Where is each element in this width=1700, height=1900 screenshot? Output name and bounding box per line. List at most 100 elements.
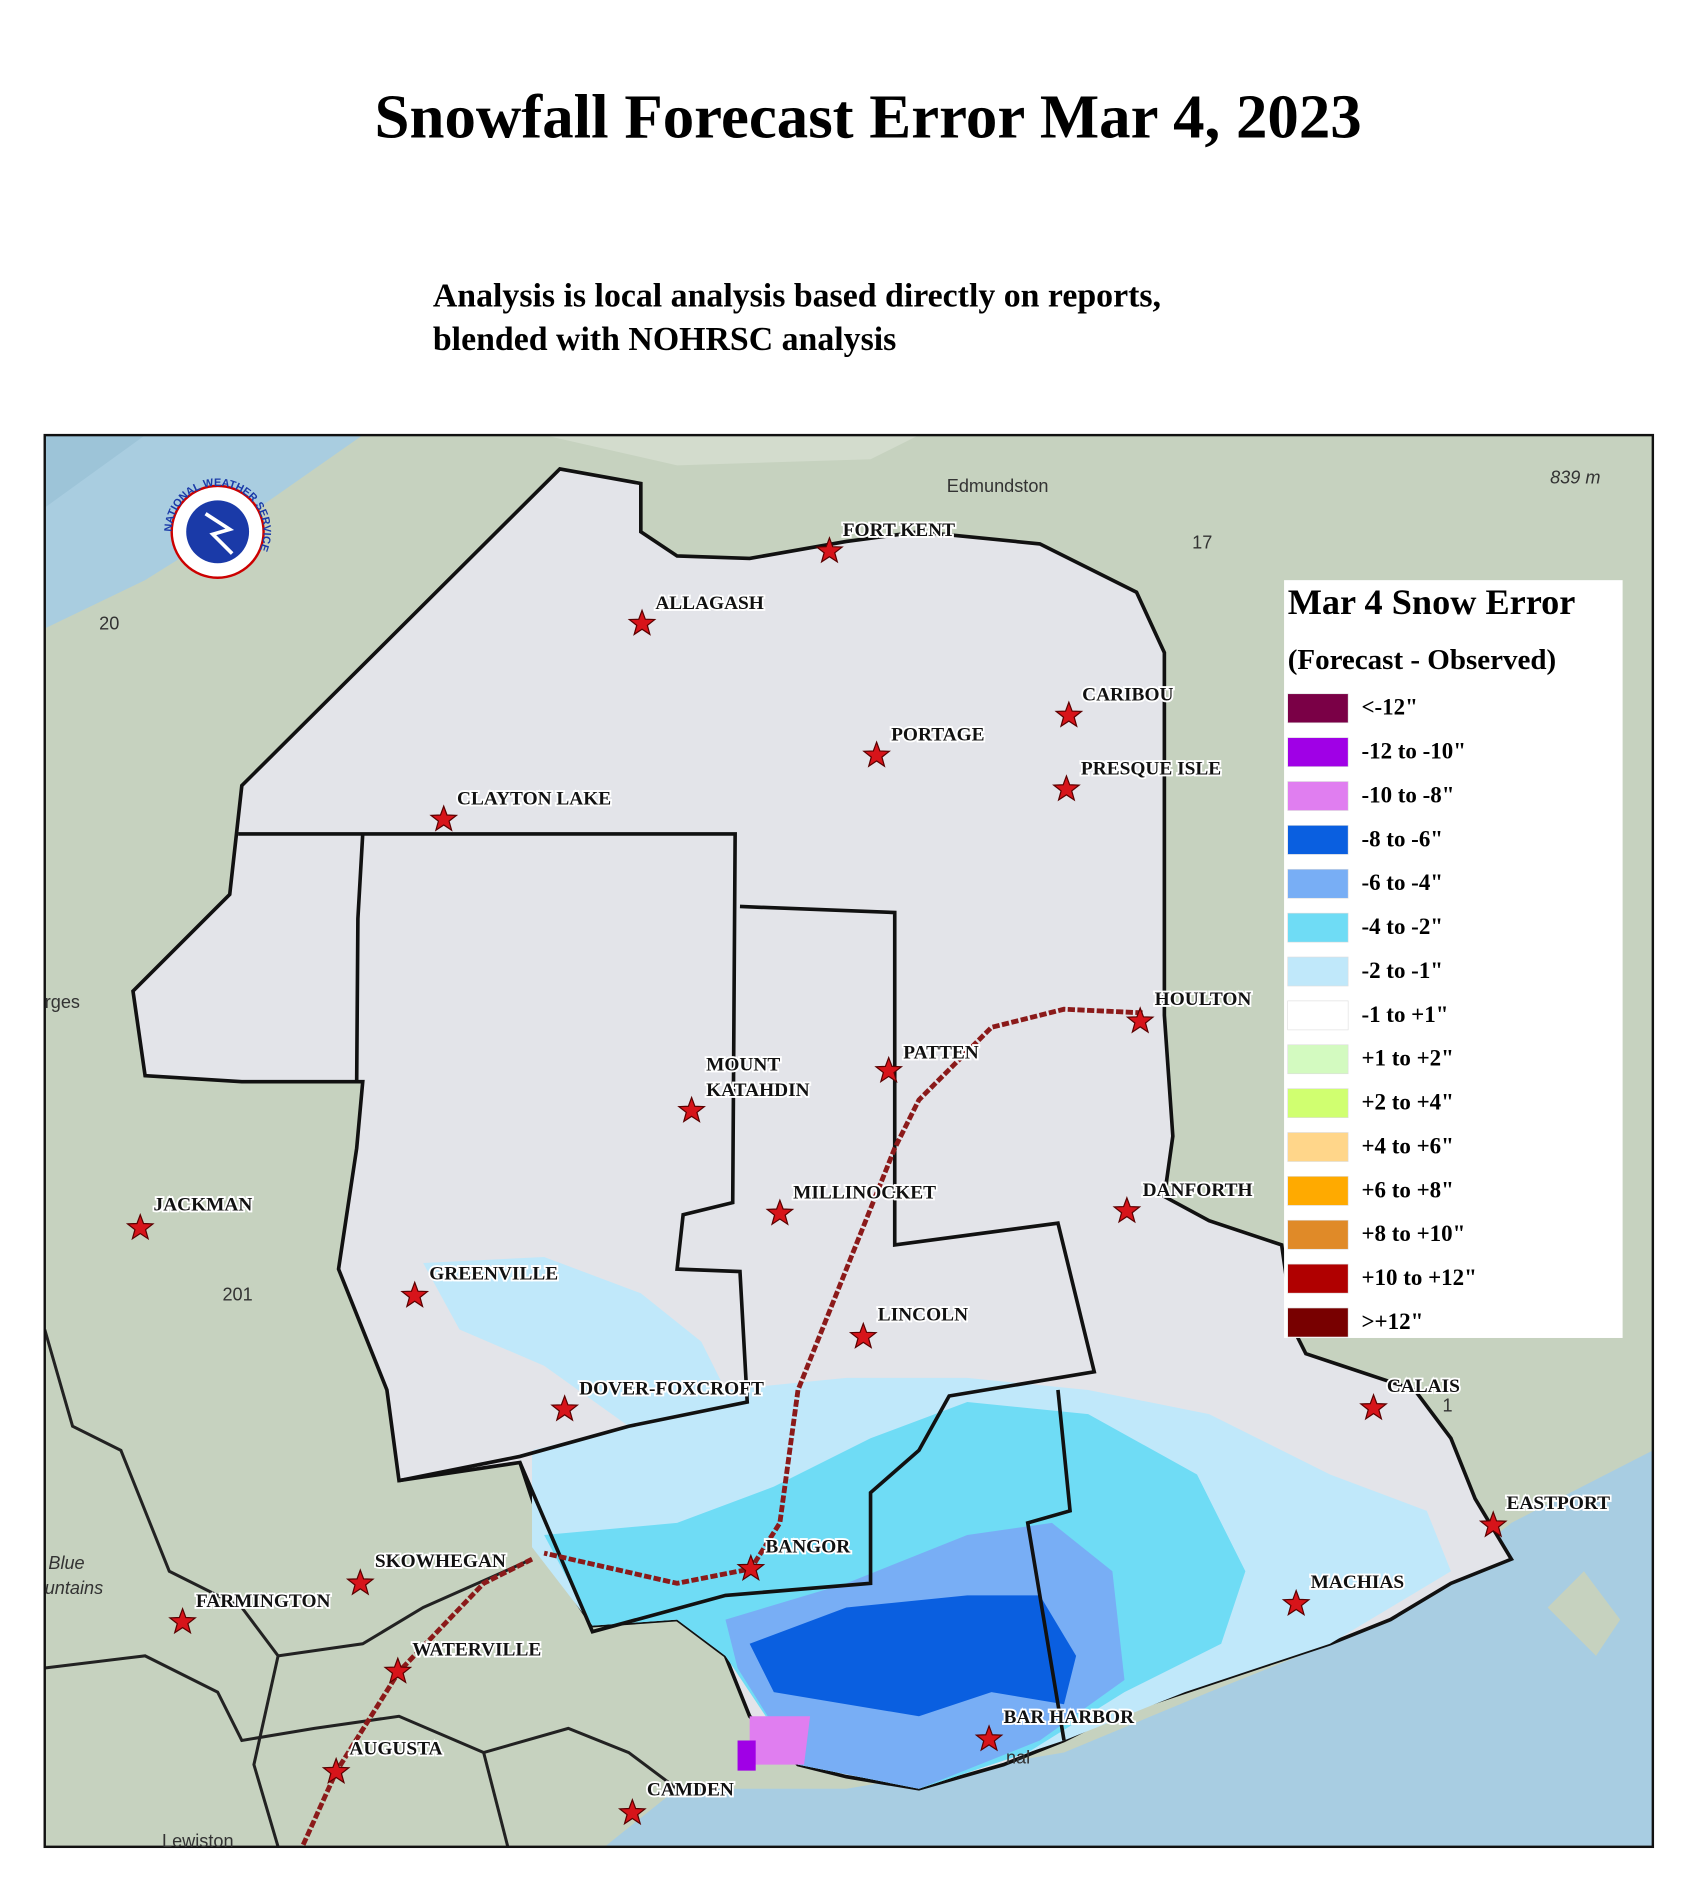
basemap-label: untains: [45, 1578, 103, 1598]
legend-label: +2 to +4": [1361, 1090, 1453, 1115]
legend-swatch: [1287, 1307, 1349, 1338]
city-label: BANGOR: [765, 1537, 851, 1558]
city-marker: [974, 1724, 1004, 1752]
legend-swatch: [1287, 956, 1349, 987]
basemap-label: Blue: [48, 1553, 84, 1573]
city-label: JACKMAN: [154, 1195, 253, 1216]
city-label: BAR HARBOR: [1004, 1707, 1136, 1728]
city-marker: [400, 1280, 430, 1308]
city-marker: [345, 1568, 375, 1596]
city-label: MOUNT: [706, 1054, 780, 1075]
logo-bolt: [204, 512, 235, 555]
error-region: [749, 1595, 1077, 1717]
basemap-label: 839 m: [1550, 467, 1600, 487]
legend-subtitle: (Forecast - Observed): [1288, 644, 1556, 676]
city-marker: [1359, 1393, 1388, 1421]
water: [44, 435, 146, 508]
basemap-labels: Edmundston 839 m 17 20 rges 201 Blue untains 1 Le…: [45, 467, 1601, 1850]
legend-swatch: [1287, 1000, 1349, 1031]
city-label: CLAYTON LAKE: [457, 789, 611, 810]
legend-label: -6 to -4": [1361, 870, 1443, 895]
city-label: LINCOLN: [878, 1305, 968, 1326]
legend-swatch: [1287, 825, 1349, 855]
city-label: DOVER-FOXCROFT: [579, 1378, 764, 1399]
error-region: [749, 1716, 811, 1765]
city-label: MILLINOCKET: [793, 1183, 936, 1204]
outer-county-lines: [44, 1329, 679, 1847]
city-label: FARMINGTON: [196, 1591, 331, 1612]
legend-label: +1 to +2": [1361, 1046, 1453, 1071]
city-marker: [1281, 1588, 1311, 1617]
city-marker: [429, 804, 459, 832]
legend-label: >+12": [1361, 1309, 1423, 1334]
basemap-label: 20: [99, 614, 119, 634]
legend-label: +8 to +10": [1361, 1221, 1465, 1246]
city-label: FORT KENT: [843, 520, 955, 541]
basemap-label: rges: [45, 992, 80, 1012]
basemap-label: Lewiston: [162, 1831, 234, 1851]
basemap-label: 1: [1442, 1396, 1452, 1416]
legend-swatch: [1287, 1088, 1349, 1118]
basemap-label: 17: [1192, 533, 1212, 553]
basemap-label: nal: [1006, 1747, 1030, 1767]
city-marker: [815, 536, 844, 564]
island: [1547, 1571, 1621, 1656]
legend-swatch: [1287, 912, 1349, 943]
city-label: PRESQUE ISLE: [1081, 758, 1221, 779]
land-shade: [544, 435, 919, 466]
city-label: DANFORTH: [1143, 1180, 1253, 1201]
legend-label: -8 to -6": [1361, 826, 1443, 851]
legend-label: -1 to +1": [1361, 1002, 1448, 1027]
city-marker: [125, 1212, 155, 1241]
city-label: AUGUSTA: [349, 1739, 442, 1760]
city-marker: [383, 1656, 413, 1684]
city-label: MACHIAS: [1311, 1572, 1404, 1593]
basemap-label: Edmundston: [947, 476, 1049, 496]
city-marker: [1052, 774, 1081, 802]
highway: [543, 1006, 1143, 1586]
legend-label: -12 to -10": [1361, 739, 1466, 764]
city-marker: [874, 1055, 904, 1084]
legend-label: -10 to -8": [1361, 782, 1454, 807]
city-label: SKOWHEGAN: [375, 1551, 506, 1572]
city-label: PATTEN: [903, 1042, 979, 1063]
legend-label: +6 to +8": [1361, 1177, 1453, 1202]
city-marker: [627, 608, 657, 636]
legend-label: <-12": [1361, 695, 1417, 720]
city-label: CALAIS: [1387, 1376, 1460, 1397]
legend-label: +4 to +6": [1361, 1133, 1453, 1158]
city-marker: [862, 740, 891, 768]
city-label: CAMDEN: [647, 1780, 734, 1801]
title: Snowfall Forecast Error Mar 4, 2023: [375, 82, 1362, 152]
legend-items: <-12" -12 to -10" -10 to -8" -8 to -6" -6 to…: [1287, 693, 1477, 1338]
basemap-label: 201: [222, 1284, 252, 1304]
city-marker: [618, 1797, 647, 1826]
subtitle-line: Analysis is local analysis based directl…: [433, 277, 1161, 314]
city-marker: [1112, 1196, 1142, 1224]
city-marker: [1125, 1006, 1155, 1034]
city-label: ALLAGASH: [655, 593, 764, 614]
city-label: KATAHDIN: [706, 1080, 810, 1101]
city-label: HOULTON: [1155, 989, 1252, 1010]
legend-label: +10 to +12": [1361, 1265, 1476, 1290]
legend-swatch: [1287, 737, 1349, 767]
legend-label: -2 to -1": [1361, 958, 1443, 983]
legend-label: -4 to -2": [1361, 914, 1443, 939]
city-label: PORTAGE: [891, 725, 984, 746]
legend-swatch: [1287, 1132, 1349, 1162]
city-marker: [321, 1756, 351, 1785]
city-marker: [168, 1606, 197, 1635]
city-label: WATERVILLE: [412, 1639, 541, 1660]
legend-swatch: [1287, 781, 1349, 811]
city-marker: [677, 1095, 706, 1123]
county-lines: [238, 832, 1097, 1741]
error-region: [737, 1740, 756, 1771]
ocean: [604, 1450, 1653, 1847]
legend-swatch: [1287, 1176, 1349, 1206]
city-marker: [1054, 700, 1084, 728]
city-marker: [765, 1198, 795, 1226]
city-marker: [1478, 1510, 1508, 1538]
subtitle-line: blended with NOHRSC analysis: [433, 321, 896, 358]
city-label: CARIBOU: [1082, 685, 1173, 706]
